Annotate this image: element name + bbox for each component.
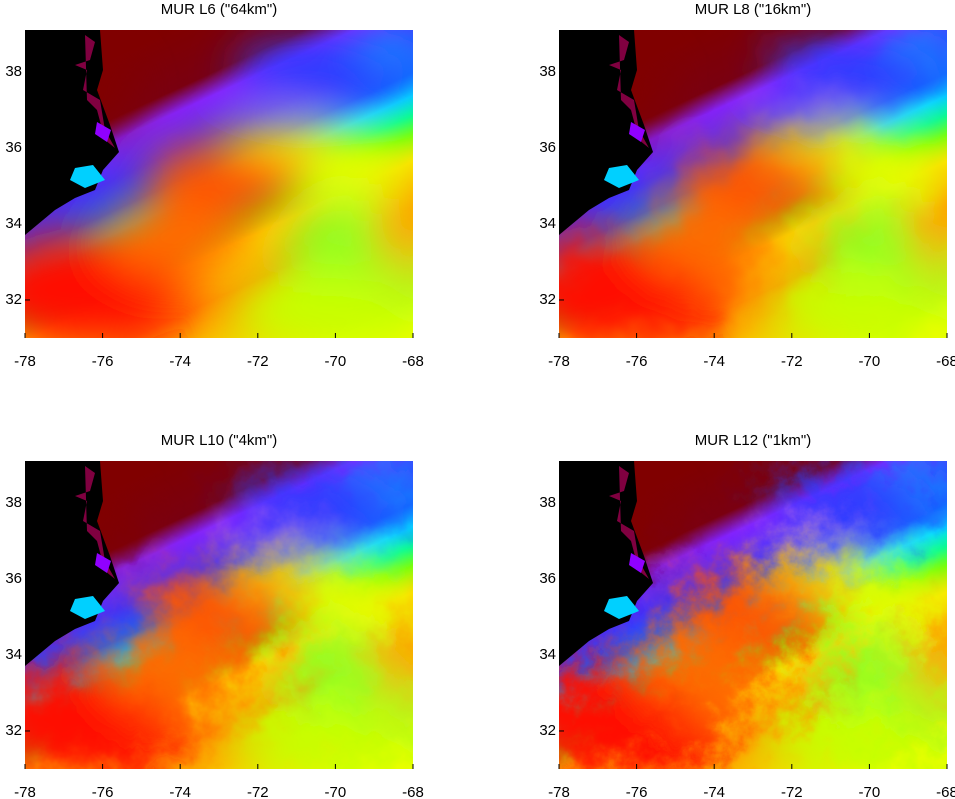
- y-tick-label: 32: [539, 722, 556, 739]
- y-tick-label: 34: [539, 646, 556, 663]
- x-tick-label: -70: [859, 784, 881, 799]
- sst-blob: [105, 631, 245, 711]
- y-tick-label: 34: [539, 215, 556, 232]
- y-tick-label: 36: [539, 139, 556, 156]
- sst-blob: [105, 200, 245, 280]
- sst-blob: [679, 140, 839, 220]
- x-tick-label: -76: [626, 353, 648, 370]
- sst-blob: [639, 631, 779, 711]
- sst-blob: [889, 30, 947, 60]
- sst-field: [25, 30, 413, 338]
- panel-title: MUR L12 ("1km"): [695, 432, 812, 449]
- x-tick-label: -68: [402, 353, 424, 370]
- x-tick-label: -74: [169, 784, 191, 799]
- y-tick-label: 38: [5, 494, 22, 511]
- sound2: [629, 122, 645, 142]
- y-tick-label: 32: [539, 291, 556, 308]
- sound: [70, 165, 105, 188]
- panel: MUR L12 ("1km") -78 -76 -74 -72 -70 -68 32 34 36 3…: [539, 432, 955, 799]
- sst-blob: [769, 270, 947, 338]
- sst-blob: [145, 571, 305, 651]
- sound: [604, 165, 639, 188]
- x-tick-label: -70: [859, 353, 881, 370]
- sst-field: [559, 30, 947, 338]
- sst-blob: [235, 476, 413, 526]
- x-tick-label: -74: [169, 353, 191, 370]
- sst-blob: [769, 701, 947, 769]
- x-tick-label: -68: [936, 784, 955, 799]
- x-tick-label: -70: [325, 784, 347, 799]
- sst-blob: [295, 140, 413, 200]
- x-tick-label: -78: [548, 353, 570, 370]
- y-tick-label: 34: [5, 215, 22, 232]
- panel-title: MUR L6 ("64km"): [161, 1, 278, 18]
- y-tick-label: 36: [5, 139, 22, 156]
- sst-blobs: [559, 461, 947, 769]
- x-tick-label: -72: [247, 784, 269, 799]
- panel-title: MUR L8 ("16km"): [695, 1, 812, 18]
- sst-blob: [679, 571, 839, 651]
- sound2: [95, 553, 111, 573]
- sound: [604, 596, 639, 619]
- y-tick-label: 36: [5, 570, 22, 587]
- sound2: [629, 553, 645, 573]
- y-tick-label: 32: [5, 291, 22, 308]
- x-tick-label: -72: [247, 353, 269, 370]
- sst-blob: [769, 45, 947, 95]
- bay: [75, 466, 115, 579]
- panel: MUR L8 ("16km") -78 -76 -74 -72 -70 -68 32 34 36 3…: [539, 1, 955, 370]
- x-tick-label: -72: [781, 784, 803, 799]
- sst-blob: [235, 45, 413, 95]
- y-tick-label: 38: [539, 494, 556, 511]
- sst-field: [559, 461, 947, 769]
- x-tick-label: -76: [626, 784, 648, 799]
- x-tick-label: -68: [402, 784, 424, 799]
- sst-blob: [829, 571, 947, 631]
- sound2: [95, 122, 111, 142]
- bay: [75, 35, 115, 148]
- sst-blob: [889, 461, 947, 491]
- sst-blobs: [559, 30, 947, 338]
- sst-blob: [295, 571, 413, 631]
- x-tick-label: -70: [325, 353, 347, 370]
- bay: [609, 466, 649, 579]
- x-tick-label: -76: [92, 353, 114, 370]
- y-tick-label: 38: [5, 63, 22, 80]
- x-tick-label: -72: [781, 353, 803, 370]
- x-tick-label: -78: [14, 353, 36, 370]
- y-tick-label: 34: [5, 646, 22, 663]
- x-tick-label: -76: [92, 784, 114, 799]
- sst-blob: [639, 200, 779, 280]
- y-tick-label: 38: [539, 63, 556, 80]
- x-tick-label: -74: [703, 353, 725, 370]
- panel: MUR L10 ("4km") -78 -76 -74 -72 -70 -68 32 34 36 3…: [5, 432, 424, 799]
- sst-blob: [145, 140, 305, 220]
- sound: [70, 596, 105, 619]
- sst-blob: [769, 476, 947, 526]
- y-tick-label: 32: [5, 722, 22, 739]
- sst-blob: [829, 140, 947, 200]
- x-tick-label: -78: [14, 784, 36, 799]
- sst-blob: [235, 270, 413, 338]
- sst-blob: [355, 461, 413, 491]
- panel: MUR L6 ("64km") -78 -76 -74 -72 -70 -68 32 34 36 3…: [5, 1, 424, 370]
- sst-blob: [235, 701, 413, 769]
- sst-field: [25, 461, 413, 769]
- y-tick-label: 36: [539, 570, 556, 587]
- panel-title: MUR L10 ("4km"): [161, 432, 278, 449]
- sst-blob: [355, 30, 413, 60]
- x-tick-label: -78: [548, 784, 570, 799]
- x-tick-label: -74: [703, 784, 725, 799]
- x-tick-label: -68: [936, 353, 955, 370]
- sst-blob-group: [559, 461, 947, 769]
- sst-blob-group: [559, 30, 947, 338]
- bay: [609, 35, 649, 148]
